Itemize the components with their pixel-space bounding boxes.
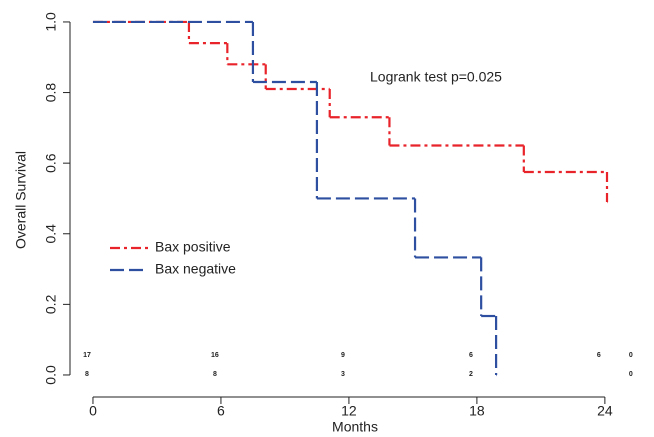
at-risk-count: 0: [629, 352, 633, 359]
x-tick-label: 0: [89, 403, 97, 419]
y-tick-label: 0.2: [43, 294, 59, 314]
y-tick-label: 0.8: [43, 83, 59, 103]
at-risk-count: 8: [85, 371, 89, 378]
at-risk-count: 17: [83, 352, 91, 359]
at-risk-count: 2: [469, 371, 473, 378]
legend-label: Bax negative: [155, 261, 236, 277]
at-risk-count: 16: [211, 352, 219, 359]
at-risk-count: 9: [341, 352, 345, 359]
at-risk-count: 6: [597, 352, 601, 359]
y-tick-label: 0.0: [43, 365, 59, 385]
at-risk-count: 3: [341, 371, 345, 378]
x-tick-label: 6: [217, 403, 225, 419]
y-tick-label: 0.4: [43, 224, 59, 244]
x-tick-label: 18: [469, 403, 485, 419]
at-risk-count: 0: [629, 371, 633, 378]
x-axis-title: Months: [332, 419, 378, 435]
y-tick-label: 1.0: [43, 12, 59, 32]
y-axis-title: Overall Survival: [13, 151, 29, 249]
at-risk-count: 8: [213, 371, 217, 378]
y-tick-label: 0.6: [43, 153, 59, 173]
x-tick-label: 24: [597, 403, 613, 419]
legend-label: Bax positive: [155, 239, 231, 255]
at-risk-count: 6: [469, 352, 473, 359]
annotation: Logrank test p=0.025: [370, 69, 502, 85]
x-tick-label: 12: [341, 403, 357, 419]
